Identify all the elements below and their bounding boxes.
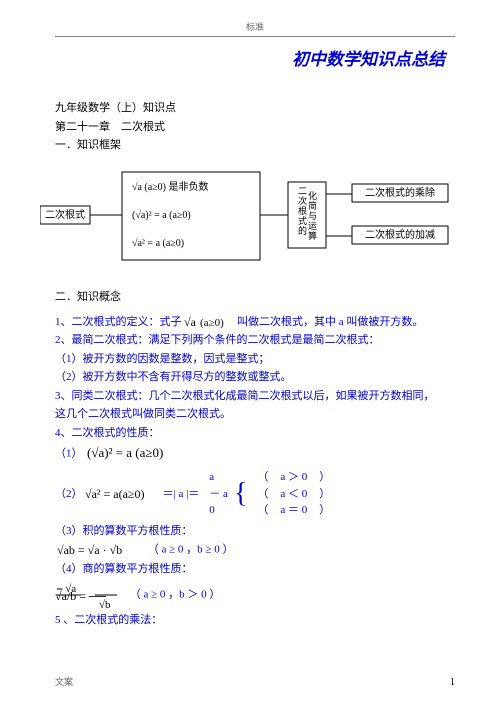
- document-body: 九年级数学（上）知识点 第二十一章 二次根式 一．知识框架 二次根式 √a (a…: [55, 100, 455, 628]
- section2-heading: 二．知识概念: [55, 289, 455, 306]
- flow-node-multiply: 二次根式的乘除: [365, 186, 435, 199]
- concept-5: 5 、二次根式的乘法：: [55, 612, 455, 629]
- flow-node-simplify-9: 运: [308, 221, 317, 231]
- brace-icon: {: [234, 480, 247, 508]
- property-2-label: （2）: [55, 486, 83, 503]
- flow-node-simplify-5: 的: [298, 225, 307, 236]
- concept-4: 4、二次根式的性质：: [55, 425, 455, 442]
- flowchart-svg: 二次根式 √a (a≥0) 是非负数 (√a)² = a (a≥0) √a² =…: [40, 164, 460, 274]
- abs-cases-left: a － a 0: [203, 469, 234, 519]
- flow-node-simplify-7: 简: [308, 200, 317, 211]
- concept-2-2: （2）被开方数中不含有开得尽方的整数或整式。: [55, 369, 455, 386]
- flow-node-simplify-8: 与: [308, 211, 317, 221]
- property-1-label: （1）: [55, 448, 83, 460]
- property-3-formula: √ab = √a · √b （ a ≥ 0 ，b ≥ 0 ）: [55, 541, 455, 559]
- flow-node-simplify-1: 二: [298, 186, 307, 196]
- concept-1-a: 1、二次根式的定义：式子: [55, 316, 182, 328]
- property-4: （4）商的算数平方根性质：: [55, 561, 455, 578]
- case-b-cond: a ＜ 0: [274, 486, 313, 503]
- formula-prop2-lhs: √a² = a(a≥0): [83, 485, 163, 503]
- header-rule: [55, 36, 455, 37]
- formula-prop1: (√a)² = a (a≥0): [85, 443, 185, 465]
- footer-left-label: 文案: [55, 675, 73, 688]
- property-1: （1） (√a)² = a (a≥0): [55, 443, 455, 465]
- case-a-val: a: [203, 469, 234, 486]
- abs-cases-right: （a ＞ 0） （a ＜ 0） （a ＝ 0）: [251, 469, 336, 519]
- svg-text:(a≥0): (a≥0): [200, 317, 224, 329]
- flow-node-prop-a: √a (a≥0) 是非负数: [132, 180, 209, 193]
- intro-line-1: 九年级数学（上）知识点: [55, 100, 455, 117]
- concept-2-1: （1）被开方数的因数是整数，因式是整式；: [55, 351, 455, 368]
- flow-node-simplify-6: 化: [308, 190, 317, 201]
- svg-text:(√a)² = a (a≥0): (√a)² = a (a≥0): [87, 445, 163, 460]
- formula-prop3: √ab = √a · √b: [55, 541, 145, 559]
- svg-text:√a: √a: [184, 315, 197, 329]
- concept-3b: 这几个二次根式叫做同类二次根式。: [55, 406, 455, 423]
- case-a-cond: a ＞ 0: [274, 469, 313, 486]
- knowledge-flowchart: 二次根式 √a (a≥0) 是非负数 (√a)² = a (a≥0) √a² =…: [40, 164, 455, 280]
- flow-node-simplify-4: 式: [298, 215, 307, 226]
- svg-text:√ab = √a · √b: √ab = √a · √b: [57, 543, 122, 557]
- svg-text:√a² = a(a≥0): √a² = a(a≥0): [85, 487, 145, 501]
- abs-eq-text: ＝| a |＝: [163, 486, 200, 503]
- concept-1: 1、二次根式的定义：式子 √a (a≥0) 叫做二次根式，其中 a 叫做被开方数…: [55, 314, 455, 331]
- formula-sqrt-a: √a (a≥0): [184, 314, 234, 330]
- concept-1-b: 叫做二次根式，其中 a 叫做被开方数。: [237, 316, 423, 328]
- intro-line-3: 一．知识框架: [55, 137, 455, 154]
- svg-text:√b: √b: [99, 599, 111, 610]
- case-c-val: 0: [203, 502, 234, 519]
- page-number: 1: [450, 677, 455, 688]
- case-c-cond: a ＝ 0: [274, 502, 313, 519]
- property-3: （3）积的算数平方根性质：: [55, 523, 455, 540]
- case-b-val: － a: [203, 486, 234, 503]
- flow-node-prop-c: √a² = a (a≥0): [132, 238, 184, 249]
- property-2: （2） √a² = a(a≥0) ＝| a |＝ a － a 0 { （a ＞ …: [55, 469, 455, 519]
- concept-3a: 3、同类二次根式：几个二次根式化成最简二次根式以后，如果被开方数相同，: [55, 388, 455, 405]
- property-4-formula: ⎯ √a √a/b = ── √b （ a ≥ 0 ，b ＞ 0 ）: [55, 580, 455, 610]
- concept-2: 2、最简二次根式：满足下列两个条件的二次根式是最简二次根式：: [55, 332, 455, 349]
- formula-prop4: ⎯ √a √a/b = ── √b: [55, 580, 127, 610]
- property-4-cond: （ a ≥ 0 ，b ＞ 0 ）: [130, 588, 221, 600]
- flow-node-simplify-3: 根: [298, 205, 307, 216]
- flow-node-prop-b: (√a)² = a (a≥0): [132, 210, 191, 221]
- flow-node-simplify-10: 算: [308, 230, 317, 241]
- intro-line-2: 第二十一章 二次根式: [55, 119, 455, 136]
- flow-node-addsub: 二次根式的加减: [365, 228, 435, 241]
- property-3-cond: （ a ≥ 0 ，b ≥ 0 ）: [148, 544, 234, 556]
- flow-node-root: 二次根式: [45, 208, 85, 221]
- page-header-label: 标准: [55, 20, 455, 33]
- main-title: 初中数学知识点总结: [55, 45, 455, 70]
- flow-node-simplify-2: 次: [298, 195, 307, 206]
